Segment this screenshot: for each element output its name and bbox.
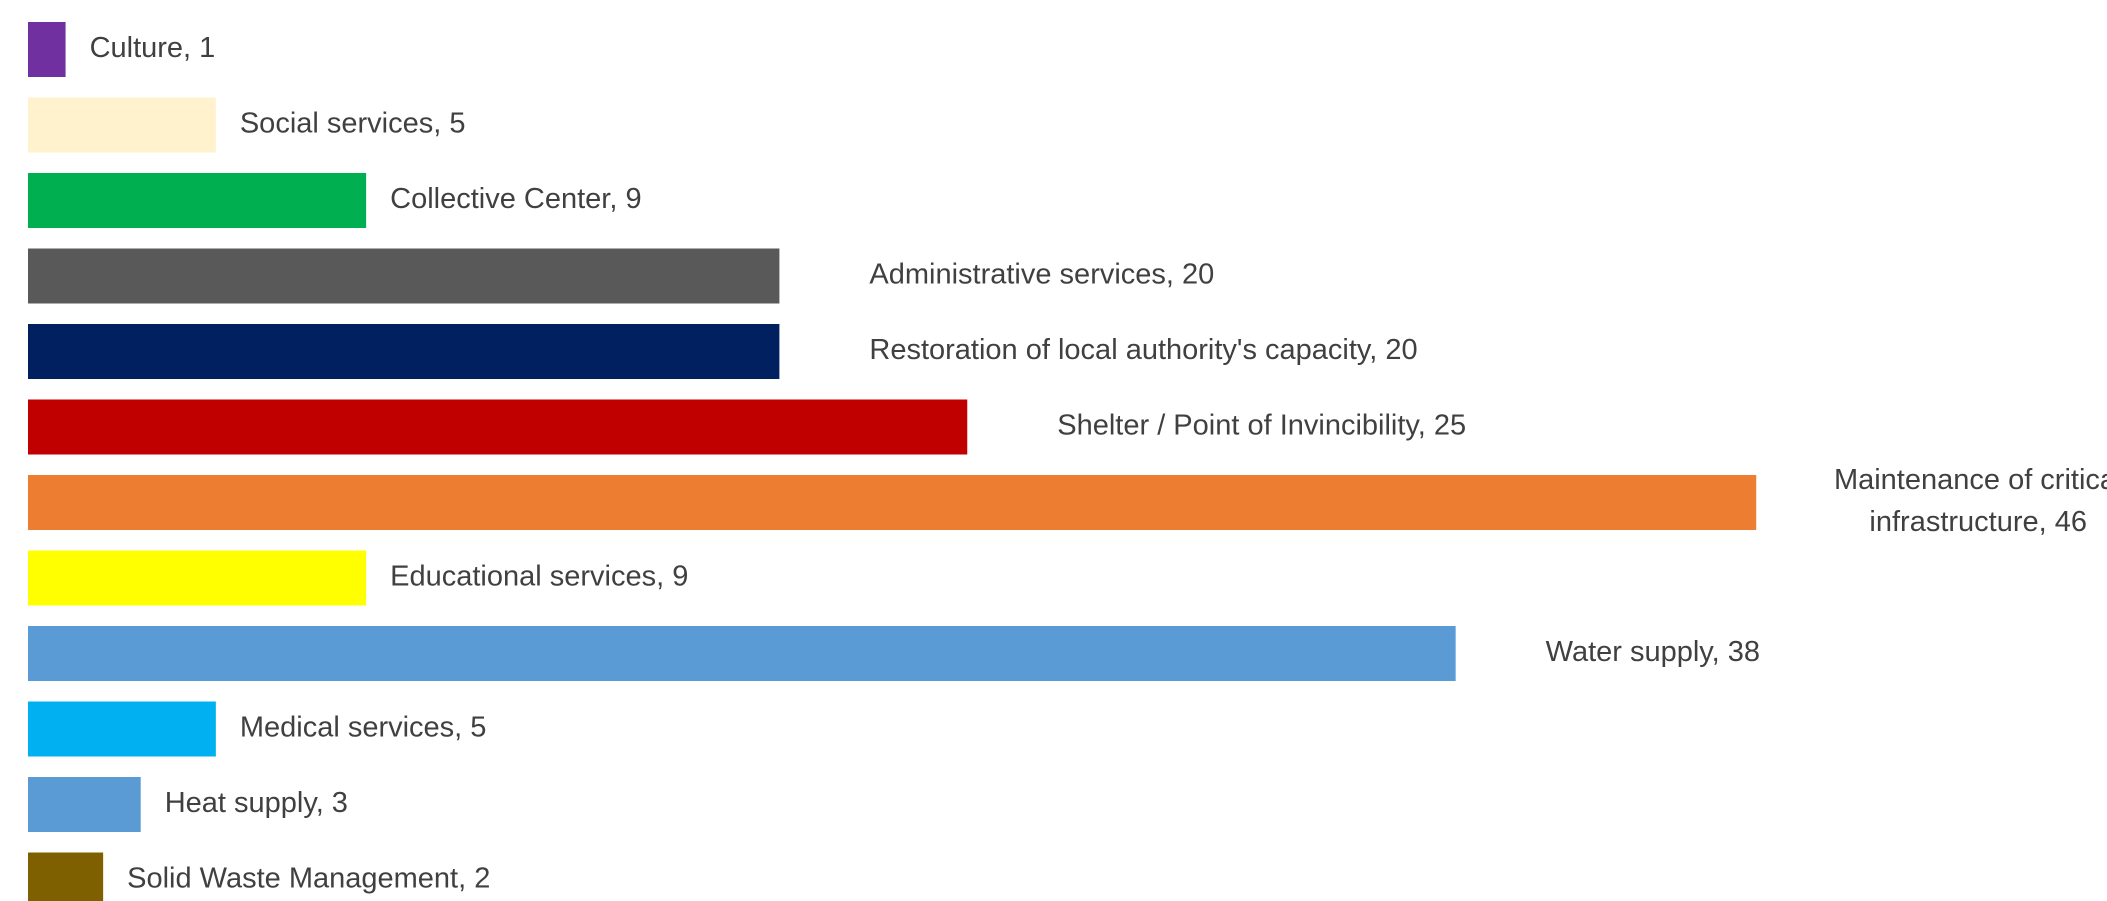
bar-restoration-of-local-authority-s-capacity (28, 324, 780, 379)
data-label: Heat supply, 3 (165, 787, 348, 819)
bar-solid-waste-management (28, 852, 104, 901)
data-label: Medical services, 5 (240, 712, 487, 744)
data-label: Culture, 1 (90, 32, 216, 64)
bar-medical-services (28, 701, 216, 757)
data-label-line: infrastructure, 46 (1869, 506, 2087, 538)
bar-administrative-services (28, 248, 780, 304)
data-label: Collective Center, 9 (390, 183, 641, 215)
bar-shelter-point-of-invincibility (28, 399, 968, 455)
bar-water-supply (28, 626, 1456, 681)
bar-social-services (28, 97, 216, 153)
bar-heat-supply (28, 777, 141, 832)
data-label: Administrative services, 20 (869, 259, 1214, 291)
data-label-line: Maintenance of critical (1834, 464, 2107, 496)
bar-maintenance-of-critical-infrastructure (28, 475, 1757, 530)
data-label: Educational services, 9 (390, 561, 688, 593)
data-label: Restoration of local authority's capacit… (869, 334, 1417, 366)
bar-educational-services (28, 550, 367, 606)
data-label: Water supply, 38 (1546, 636, 1760, 668)
data-label: Solid Waste Management, 2 (127, 863, 490, 895)
bar-culture (28, 22, 66, 77)
data-label: Social services, 5 (240, 108, 466, 140)
bar-collective-center (28, 173, 367, 228)
data-label: Shelter / Point of Invincibility, 25 (1057, 410, 1466, 442)
